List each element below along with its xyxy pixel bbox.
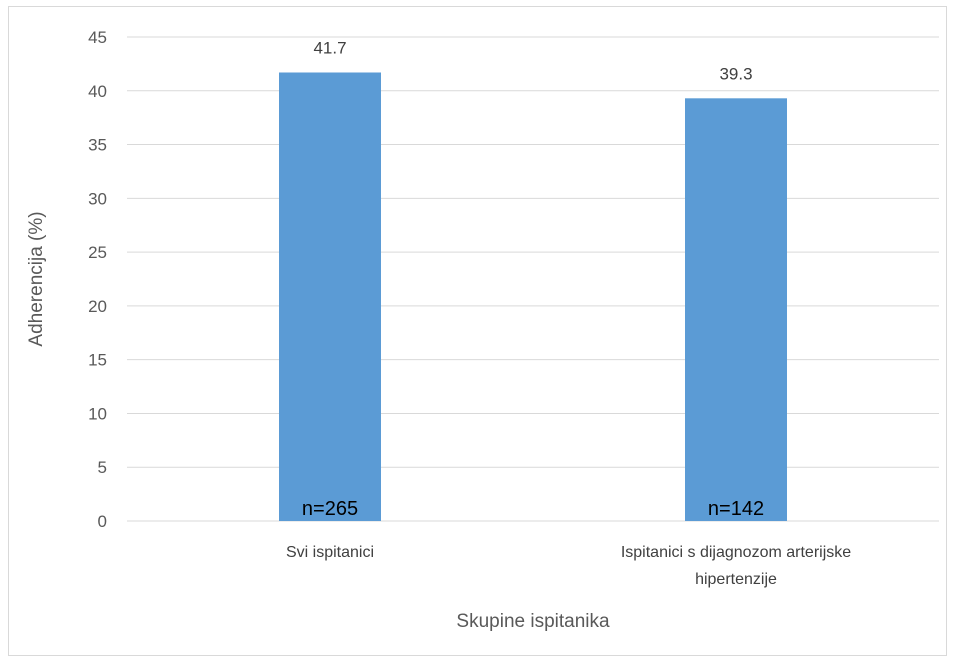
y-tick-label: 10 (88, 404, 107, 423)
data-label: 41.7 (313, 38, 346, 57)
y-tick-label: 5 (98, 458, 107, 477)
y-tick-label: 45 (88, 28, 107, 47)
x-category-label: Svi ispitanici (286, 544, 374, 561)
y-tick-label: 35 (88, 136, 107, 155)
bar-labels: 41.7 n=265 39.3 n=142 (302, 38, 764, 520)
y-axis-title: Adherencija (%) (26, 211, 47, 346)
y-tick-label: 15 (88, 351, 107, 370)
sample-size-label: n=265 (302, 498, 358, 520)
x-axis-title: Skupine ispitanika (456, 611, 610, 632)
y-tick-label: 40 (88, 82, 107, 101)
y-tick-label: 30 (88, 189, 107, 208)
x-axis-categories: Svi ispitanici Ispitanici s dijagnozom ar… (286, 544, 851, 588)
x-category-label: Ispitanici s dijagnozom arterijske (621, 544, 851, 561)
x-category-label: hipertenzije (695, 571, 777, 588)
y-tick-label: 0 (98, 512, 107, 531)
chart-frame (8, 6, 947, 656)
sample-size-label: n=142 (708, 498, 764, 520)
data-label: 39.3 (719, 64, 752, 83)
y-axis-ticks: 0 5 10 15 20 25 30 35 40 45 (88, 28, 107, 531)
bar (279, 72, 381, 521)
bar (685, 98, 787, 521)
y-tick-label: 20 (88, 297, 107, 316)
y-tick-label: 25 (88, 243, 107, 262)
bars (279, 72, 787, 521)
gridlines (127, 36, 939, 522)
